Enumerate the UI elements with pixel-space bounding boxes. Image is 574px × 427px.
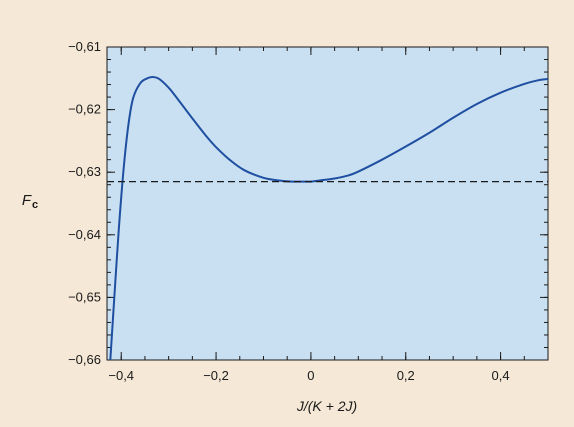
- y-tick-label: −0,65: [68, 289, 101, 304]
- x-tick-label: −0,4: [108, 368, 134, 383]
- y-tick-label: −0,61: [68, 39, 101, 54]
- y-tick-label: −0,62: [68, 102, 101, 117]
- x-tick-label: 0,2: [397, 368, 415, 383]
- x-tick-label: 0,4: [492, 368, 510, 383]
- y-tick-label: −0,63: [68, 164, 101, 179]
- y-axis-label: Fc: [22, 192, 38, 211]
- y-tick-label: −0,64: [68, 227, 101, 242]
- x-axis-label: J/(K + 2J): [296, 398, 357, 414]
- y-axis-label-main: F: [22, 192, 32, 209]
- x-tick-label: −0,2: [203, 368, 229, 383]
- ticks-layer: [107, 46, 549, 361]
- series-layer: [107, 76, 548, 360]
- labels-layer: −0,4 −0,2 0 0,2 0,4 −0,61 −0,62 −0,63 −0,64 −0,65…: [68, 39, 510, 383]
- plot-area: [106, 46, 549, 361]
- y-axis-label-sub: c: [32, 199, 38, 211]
- y-tick-label: −0,66: [68, 352, 101, 367]
- fc-curve-line: [109, 76, 548, 360]
- x-tick-label: 0: [307, 368, 314, 383]
